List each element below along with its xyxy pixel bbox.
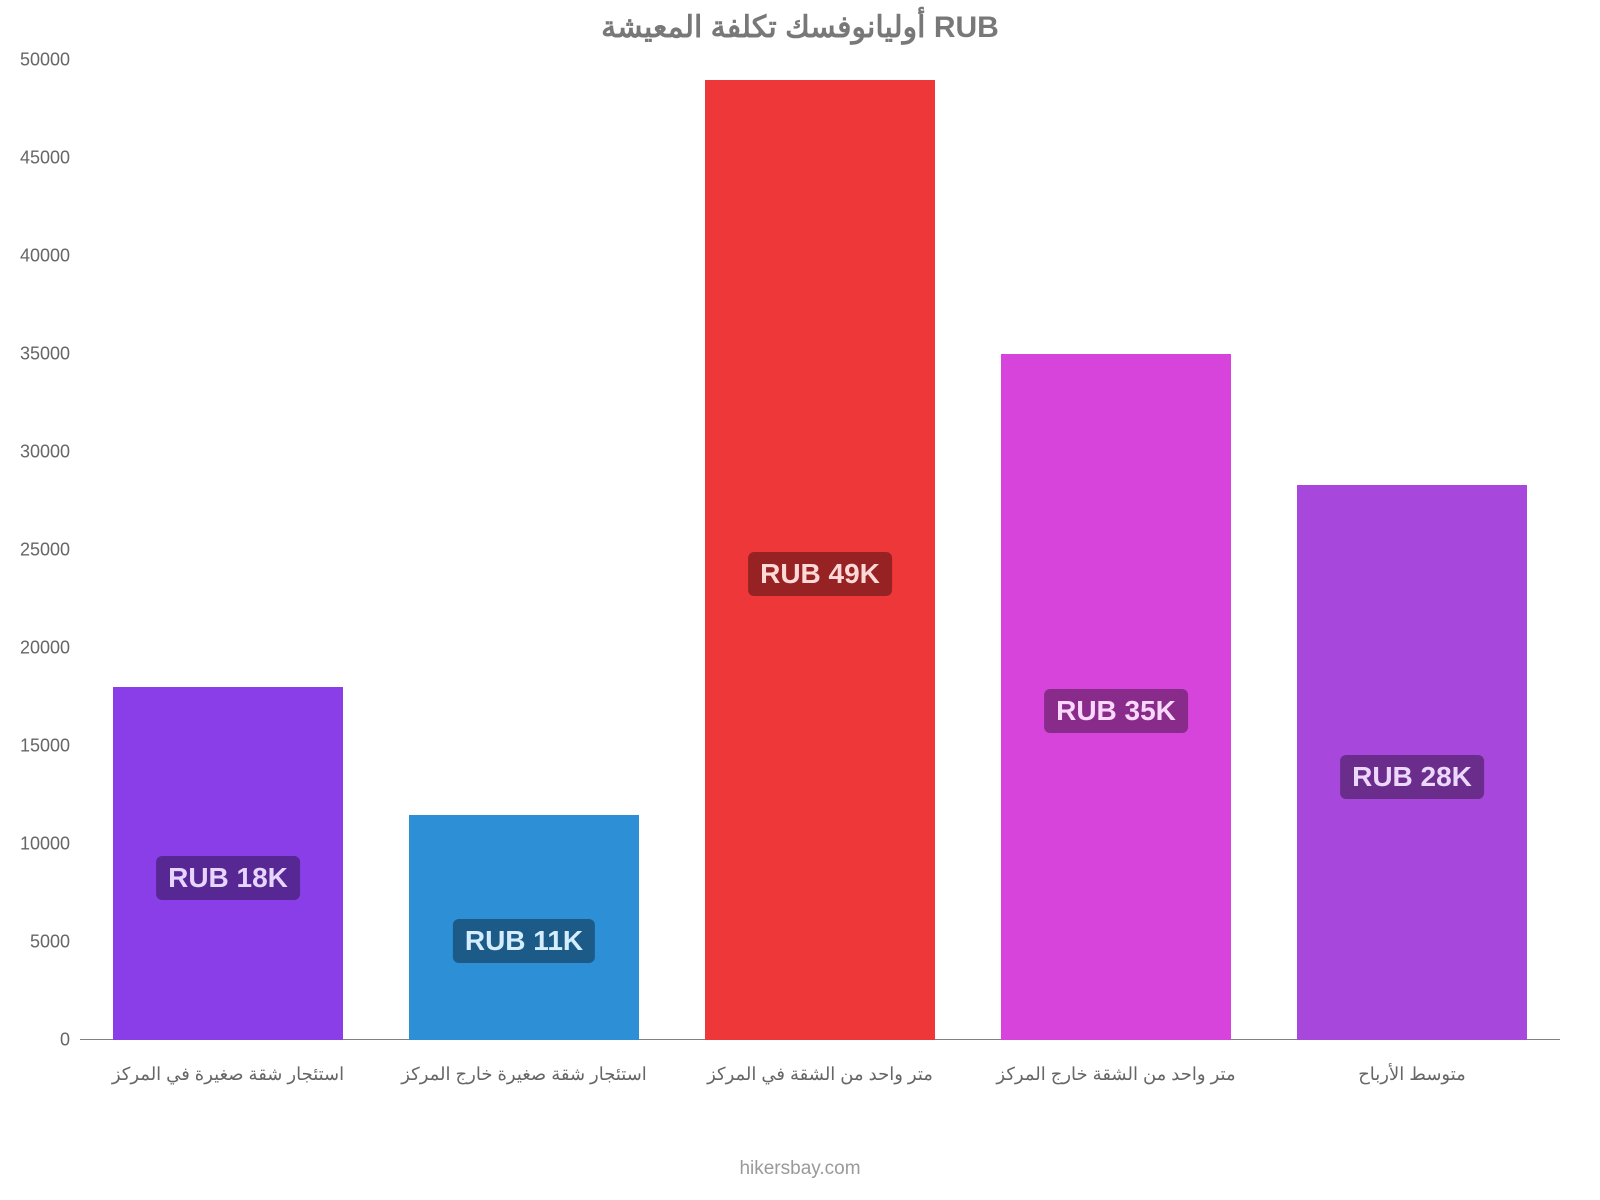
bar-value-label: RUB 49K <box>748 552 892 596</box>
x-category-label: استئجار شقة صغيرة خارج المركز <box>401 1064 647 1085</box>
x-category-label: متر واحد من الشقة خارج المركز <box>996 1064 1235 1085</box>
chart-title: أوليانوفسك تكلفة المعيشة RUB <box>0 10 1600 45</box>
x-category-label: متر واحد من الشقة في المركز <box>707 1064 933 1085</box>
plot-area: RUB 18K RUB 11K RUB 49K RUB 35K RUB 28K <box>80 60 1560 1040</box>
chart-container: أوليانوفسك تكلفة المعيشة RUB RUB 18KRUB … <box>0 0 1600 1200</box>
bar-value-label: RUB 18K <box>156 856 300 900</box>
bar-value-label: RUB 28K <box>1340 755 1484 799</box>
y-tick-label: 5000 <box>0 932 70 953</box>
y-tick-label: 15000 <box>0 736 70 757</box>
y-tick-label: 40000 <box>0 246 70 267</box>
y-tick-label: 0 <box>0 1030 70 1051</box>
y-tick-label: 25000 <box>0 540 70 561</box>
y-tick-label: 35000 <box>0 344 70 365</box>
x-category-label: متوسط الأرباح <box>1358 1064 1466 1085</box>
y-tick-label: 50000 <box>0 50 70 71</box>
bar-value-label: RUB 11K <box>453 919 595 963</box>
y-tick-label: 30000 <box>0 442 70 463</box>
y-tick-label: 20000 <box>0 638 70 659</box>
y-tick-label: 10000 <box>0 834 70 855</box>
bar-value-label: RUB 35K <box>1044 689 1188 733</box>
chart-footer: hikersbay.com <box>0 1158 1600 1180</box>
x-category-label: استئجار شقة صغيرة في المركز <box>112 1064 344 1085</box>
y-tick-label: 45000 <box>0 148 70 169</box>
